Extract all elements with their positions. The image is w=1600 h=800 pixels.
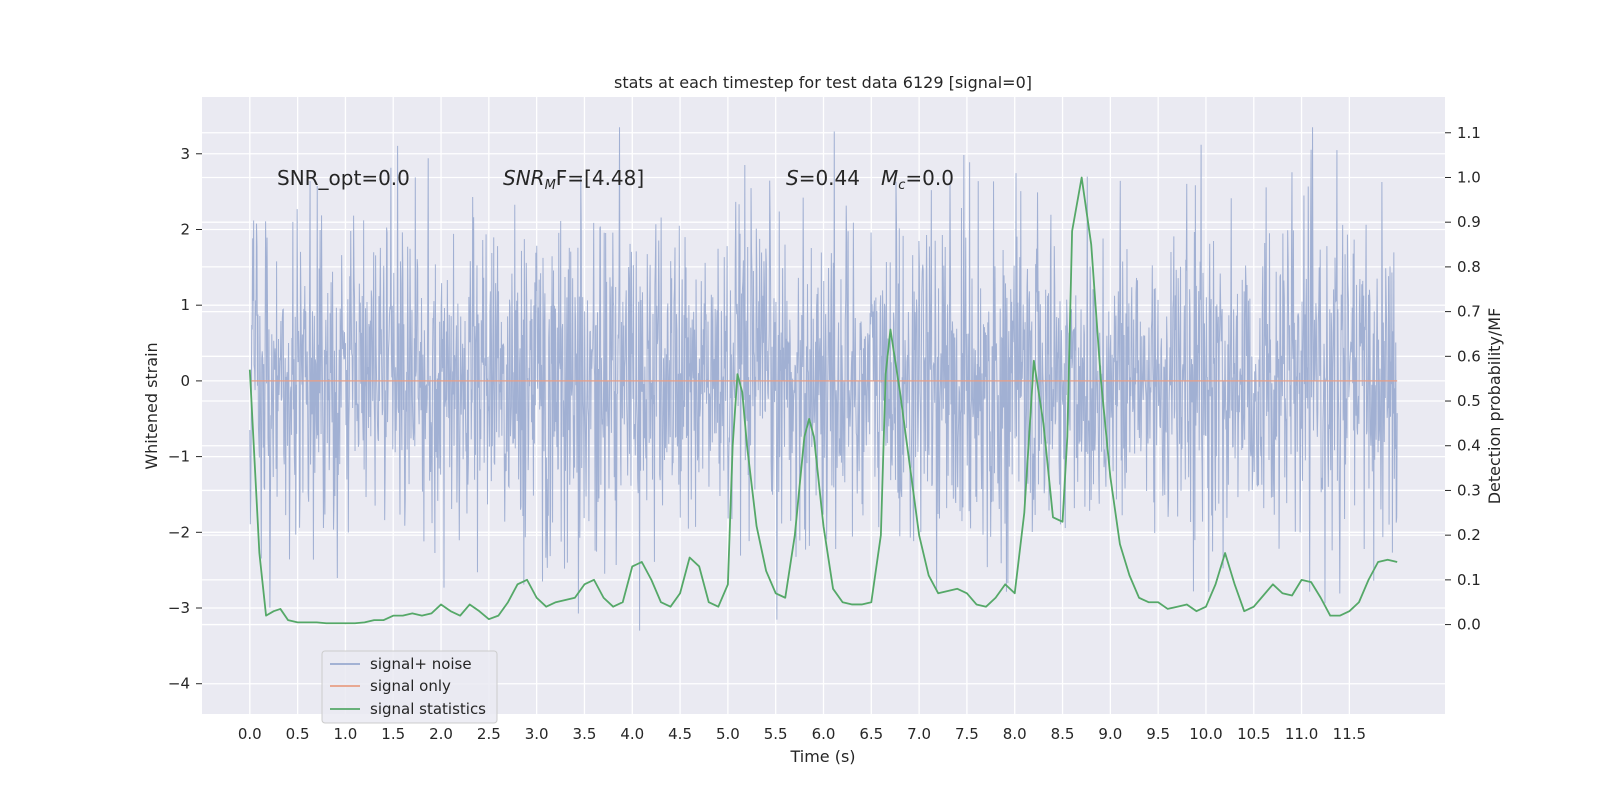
x-tick-label: 8.5: [1051, 725, 1075, 743]
signal-statistics-line: [248, 176, 1398, 625]
x-tick-label: 2.5: [477, 725, 501, 743]
y-tick-label: −4: [168, 675, 190, 693]
x-tick-label: 4.5: [668, 725, 692, 743]
y2-tick-label: 0.5: [1457, 392, 1481, 410]
y2-tick-label: 0.7: [1457, 303, 1481, 321]
signal-statistics-series: [248, 176, 1398, 625]
x-tick-label: 0.0: [238, 725, 262, 743]
x-tick-label: 8.0: [1003, 725, 1027, 743]
y2-axis-label: Detection probability/MF: [1485, 308, 1504, 505]
y2-axis-ticks: 1.1 1.0 0.9 0.8 0.7 0.6 0.5 0.4 0.3 0.2 0.1 0.0: [1445, 124, 1481, 634]
x-tick-label: 10.5: [1237, 725, 1270, 743]
snr-opt-annotation: SNR_opt=0.0: [277, 166, 410, 190]
legend: signal+ noise signal only signal statist…: [321, 650, 498, 724]
x-tick-label: 3.0: [525, 725, 549, 743]
x-axis-label: Time (s): [789, 747, 855, 766]
legend-label-signal-statistics: signal statistics: [370, 700, 486, 718]
y-tick-label: −3: [168, 599, 190, 617]
legend-label-signal-only: signal only: [370, 677, 451, 695]
y2-tick-label: 0.1: [1457, 571, 1481, 589]
y-axis-ticks: 3 2 1 0 −1 −2 −3 −4: [168, 145, 202, 693]
y2-tick-label: 0.4: [1457, 437, 1481, 455]
y2-tick-label: 0.2: [1457, 526, 1481, 544]
x-tick-label: 10.0: [1189, 725, 1222, 743]
snr-mf-annotation: SNRMF=[4.48]: [503, 166, 644, 193]
x-tick-label: 5.5: [764, 725, 788, 743]
y2-tick-label: 0.3: [1457, 481, 1481, 499]
y-tick-label: −2: [168, 523, 190, 541]
legend-label-signal-noise: signal+ noise: [370, 655, 472, 673]
x-tick-label: 7.5: [955, 725, 979, 743]
x-tick-label: 1.5: [381, 725, 405, 743]
y-tick-label: 2: [180, 220, 190, 238]
y-tick-label: 0: [180, 372, 190, 390]
y2-tick-label: 0.8: [1457, 258, 1481, 276]
x-tick-label: 11.0: [1285, 725, 1318, 743]
x-tick-label: 5.0: [716, 725, 740, 743]
y2-tick-label: 0.9: [1457, 213, 1481, 231]
x-axis-ticks: 0.0 0.5 1.0 1.5 2.0 2.5 3.0 3.5 4.0 4.5 5.0 5.5 6.0 6…: [238, 725, 1366, 743]
x-tick-label: 11.5: [1333, 725, 1366, 743]
x-tick-label: 6.0: [812, 725, 836, 743]
y2-tick-label: 0.0: [1457, 616, 1481, 634]
x-tick-label: 6.5: [859, 725, 883, 743]
x-tick-label: 0.5: [286, 725, 310, 743]
x-tick-label: 1.0: [333, 725, 357, 743]
x-tick-label: 7.0: [907, 725, 931, 743]
signal-noise-line: [249, 127, 1398, 631]
signal-noise-series: [249, 127, 1398, 631]
legend-box: [321, 650, 498, 724]
y-axis-label: Whitened strain: [142, 342, 161, 469]
x-tick-label: 3.5: [573, 725, 597, 743]
y-tick-label: 3: [180, 145, 190, 163]
x-tick-label: 4.0: [620, 725, 644, 743]
y-tick-label: 1: [180, 296, 190, 314]
y-tick-label: −1: [168, 448, 190, 466]
x-tick-label: 2.0: [429, 725, 453, 743]
x-tick-label: 9.0: [1098, 725, 1122, 743]
y2-tick-label: 1.0: [1457, 168, 1481, 186]
y2-tick-label: 0.6: [1457, 347, 1481, 365]
s-annotation: S=0.44: [786, 166, 860, 190]
chart-title: stats at each timestep for test data 612…: [614, 73, 1032, 92]
y2-tick-label: 1.1: [1457, 124, 1481, 142]
mc-annotation: Mc=0.0: [881, 166, 954, 193]
x-tick-label: 9.5: [1146, 725, 1170, 743]
